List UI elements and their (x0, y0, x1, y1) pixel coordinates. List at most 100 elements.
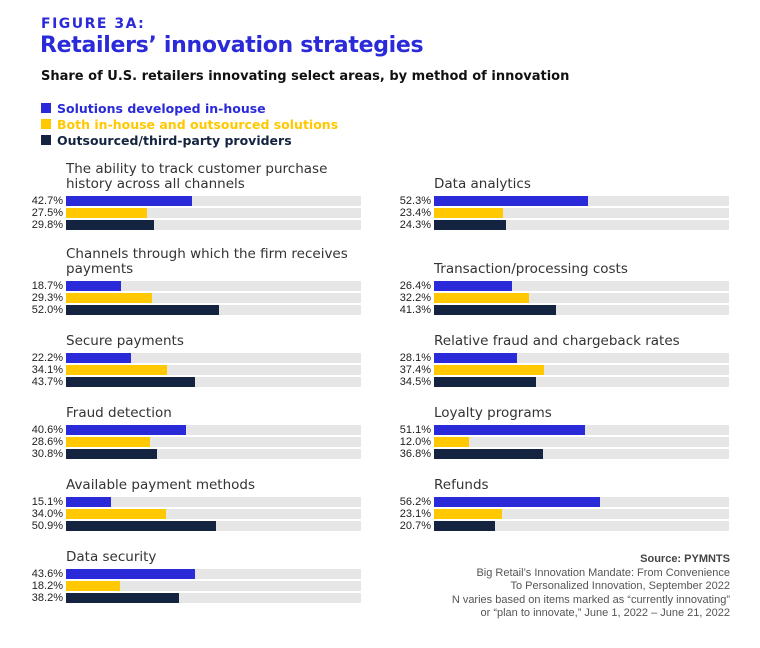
bar-track (66, 208, 361, 218)
legend: Solutions developed in-house Both in-hou… (41, 100, 338, 148)
bar-inhouse (66, 497, 111, 507)
bar-outsourced (434, 521, 496, 531)
data-label: 32.2% (399, 292, 431, 304)
data-label: 50.9% (31, 520, 63, 532)
group-title: Fraud detection (66, 405, 172, 421)
bar-row: 22.2% (26, 352, 361, 364)
bar-row: 29.3% (26, 292, 361, 304)
source-line: or “plan to innovate,” June 1, 2022 – Ju… (480, 607, 730, 619)
data-label: 34.0% (31, 508, 63, 520)
bar-both (434, 208, 504, 218)
bar-row: 43.6% (26, 568, 361, 580)
bar-group: Secure payments 22.2% 34.1% 43.7% (26, 334, 361, 388)
bar-row: 32.2% (394, 292, 729, 304)
source-line: To Personalized Innovation, September 20… (510, 580, 730, 592)
bar-group: Data analytics 52.3% 23.4% 24.3% (394, 177, 729, 231)
bar-row: 37.4% (394, 364, 729, 376)
bar-track (66, 581, 361, 591)
data-label: 42.7% (31, 195, 63, 207)
data-label: 29.3% (31, 292, 63, 304)
bar-both (66, 509, 167, 519)
bar-both (434, 365, 545, 375)
legend-label: Outsourced/third-party providers (57, 132, 292, 148)
bar-row: 43.7% (26, 376, 361, 388)
bar-group: Loyalty programs 51.1% 12.0% 36.8% (394, 406, 729, 460)
bar-group: Channels through which the firm receives… (26, 247, 361, 316)
bar-track (434, 281, 729, 291)
bar-outsourced (66, 377, 195, 387)
bar-row: 12.0% (394, 436, 729, 448)
data-label: 38.2% (31, 592, 63, 604)
group-title: Available payment methods (66, 477, 255, 493)
bar-track (66, 437, 361, 447)
bar-group: Available payment methods 15.1% 34.0% 50.9% (26, 478, 361, 532)
data-label: 27.5% (31, 207, 63, 219)
data-label: 24.3% (399, 219, 431, 231)
bar-group: Refunds 56.2% 23.1% 20.7% (394, 478, 729, 532)
bar-row: 23.1% (394, 508, 729, 520)
data-label: 15.1% (31, 496, 63, 508)
bar-both (66, 208, 148, 218)
bar-row: 34.0% (26, 508, 361, 520)
data-label: 23.4% (399, 207, 431, 219)
bar-row: 18.2% (26, 580, 361, 592)
bar-track (66, 365, 361, 375)
bar-group: The ability to track customer purchase h… (26, 162, 361, 231)
legend-label: Solutions developed in-house (57, 100, 266, 116)
bar-outsourced (434, 449, 543, 459)
data-label: 36.8% (399, 448, 431, 460)
bar-track (434, 196, 729, 206)
data-label: 29.8% (31, 219, 63, 231)
bar-row: 28.1% (394, 352, 729, 364)
bar-row: 30.8% (26, 448, 361, 460)
bar-row: 29.8% (26, 219, 361, 231)
source-note: Source: PYMNTS Big Retail’s Innovation M… (452, 553, 730, 621)
bar-outsourced (66, 449, 157, 459)
bar-track (434, 521, 729, 531)
legend-label: Both in-house and outsourced solutions (57, 116, 339, 132)
bar-outsourced (434, 220, 506, 230)
bar-row: 26.4% (394, 280, 729, 292)
bar-track (66, 305, 361, 315)
data-label: 18.7% (31, 280, 63, 292)
group-title: The ability to track customer purchase h… (66, 161, 328, 192)
data-label: 12.0% (399, 436, 431, 448)
legend-item-outsourced: Outsourced/third-party providers (41, 132, 338, 148)
bar-track (66, 497, 361, 507)
legend-item-both: Both in-house and outsourced solutions (41, 116, 338, 132)
bar-inhouse (434, 497, 600, 507)
data-label: 26.4% (399, 280, 431, 292)
bar-row: 28.6% (26, 436, 361, 448)
bar-both (434, 437, 470, 447)
bar-track (434, 449, 729, 459)
bar-group: Data security 43.6% 18.2% 38.2% (26, 550, 361, 604)
bar-track (434, 365, 729, 375)
bar-row: 27.5% (26, 207, 361, 219)
bar-row: 38.2% (26, 592, 361, 604)
data-label: 43.6% (31, 568, 63, 580)
bar-track (434, 305, 729, 315)
data-label: 34.5% (399, 376, 431, 388)
data-label: 37.4% (399, 364, 431, 376)
bar-group: Relative fraud and chargeback rates 28.1%… (394, 334, 729, 388)
bar-row: 40.6% (26, 424, 361, 436)
bar-inhouse (66, 425, 186, 435)
data-label: 20.7% (399, 520, 431, 532)
data-label: 23.1% (399, 508, 431, 520)
bar-row: 20.7% (394, 520, 729, 532)
bar-track (66, 521, 361, 531)
bar-track (434, 353, 729, 363)
bar-inhouse (434, 281, 512, 291)
data-label: 52.3% (399, 195, 431, 207)
legend-swatch (41, 103, 51, 113)
bar-track (434, 509, 729, 519)
bar-track (66, 220, 361, 230)
source-line: Big Retail’s Innovation Mandate: From Co… (476, 566, 730, 579)
bar-track (434, 377, 729, 387)
bar-track (434, 425, 729, 435)
bar-both (434, 293, 529, 303)
bar-row: 52.3% (394, 195, 729, 207)
group-title: Refunds (434, 477, 489, 493)
bar-inhouse (434, 196, 589, 206)
bar-both (66, 437, 151, 447)
